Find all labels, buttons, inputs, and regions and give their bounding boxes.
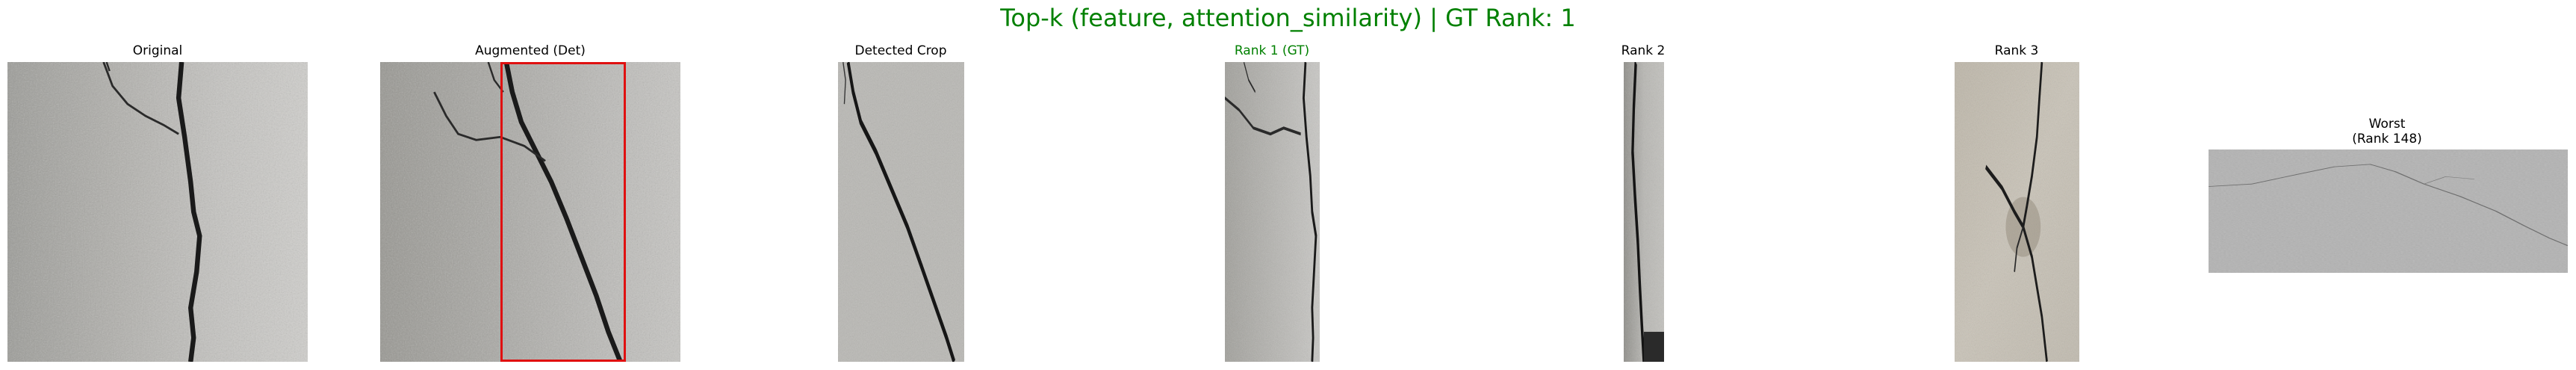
original-image — [7, 62, 308, 362]
detected-crop-image — [838, 62, 964, 362]
panel-title-rank-2: Rank 2 — [1621, 43, 1666, 58]
panel-title-rank-3: Rank 3 — [1994, 43, 2039, 58]
rank-2-image — [1624, 62, 1664, 362]
panel-title-worst: Worst — [2368, 117, 2406, 132]
rank-1-image — [1225, 62, 1320, 362]
augmented-image — [380, 62, 680, 362]
panel-title-original: Original — [132, 43, 183, 58]
worst-image — [2209, 149, 2568, 273]
rank-3-image — [1955, 62, 2079, 362]
panel-title-detected-crop: Detected Crop — [854, 43, 947, 58]
detection-box — [500, 62, 626, 362]
panel-title-augmented: Augmented (Det) — [475, 43, 586, 58]
figure-title: Top-k (feature, attention_similarity) | … — [1000, 4, 1576, 32]
panel-title-rank-1: Rank 1 (GT) — [1234, 43, 1310, 58]
panel-title-worst-rank: (Rank 148) — [2352, 132, 2422, 147]
